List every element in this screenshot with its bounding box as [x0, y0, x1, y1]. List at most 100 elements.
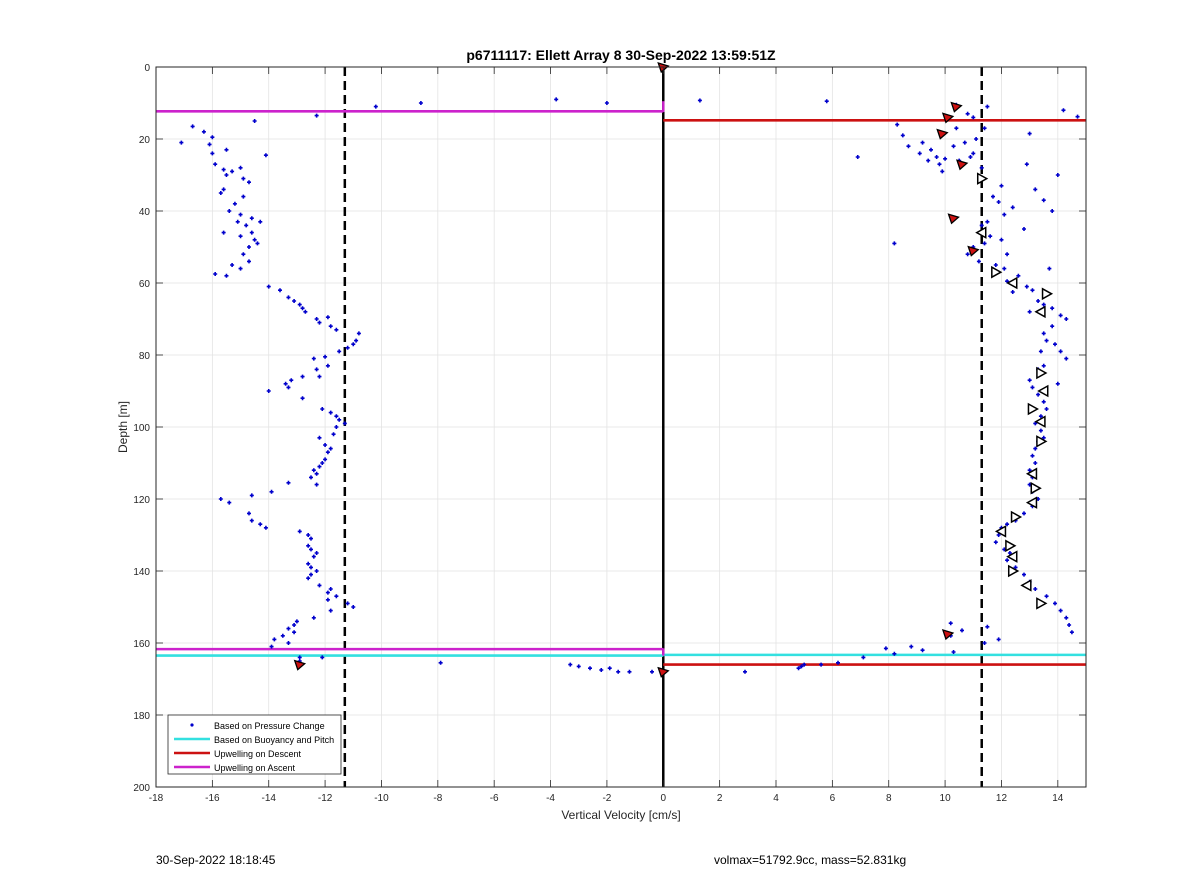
pressure-change-point — [247, 259, 251, 264]
pressure-change-point — [328, 410, 333, 415]
pressure-change-point — [306, 533, 311, 537]
descent-marker — [941, 112, 955, 124]
pressure-change-point — [1027, 309, 1032, 314]
pressure-change-point — [218, 497, 223, 501]
pressure-change-point — [1041, 331, 1046, 336]
pressure-change-point — [210, 151, 215, 156]
pressure-change-point — [1044, 594, 1049, 599]
pressure-change-point — [314, 113, 319, 118]
pressure-change-point — [909, 644, 914, 649]
pressure-change-point — [323, 354, 328, 359]
pressure-change-point — [1064, 317, 1069, 321]
pressure-change-point — [292, 630, 297, 635]
legend-swatch-dot — [190, 723, 194, 727]
pressure-change-point — [943, 156, 948, 161]
pressure-change-point — [221, 187, 226, 192]
pressure-change-point — [230, 169, 235, 174]
pressure-change-point — [238, 266, 243, 271]
footer-float-info: volmax=51792.9cc, mass=52.831kg — [714, 853, 907, 867]
pressure-change-point — [356, 331, 361, 336]
pressure-change-point — [1058, 349, 1063, 354]
pressure-change-point — [258, 522, 263, 527]
pressure-change-point — [1002, 212, 1007, 217]
y-tick-label: 160 — [133, 639, 150, 650]
x-tick-label: 10 — [940, 793, 952, 804]
pressure-change-point — [982, 641, 987, 645]
pressure-change-point — [286, 626, 291, 631]
pressure-change-point — [554, 97, 559, 102]
pressure-change-point — [1022, 511, 1026, 516]
legend-entries: Based on Pressure Change Based on Buoyanc… — [174, 721, 334, 773]
pressure-change-point — [1050, 209, 1055, 213]
x-axis-label: Vertical Velocity [cm/s] — [561, 808, 680, 822]
pressure-change-point — [309, 565, 313, 570]
pressure-change-point — [320, 461, 325, 465]
x-tick-label: 0 — [660, 793, 666, 804]
pressure-change-point — [1007, 551, 1012, 555]
pressure-change-point — [976, 259, 981, 264]
pressure-change-point — [269, 489, 274, 494]
pressure-change-point — [320, 655, 325, 660]
pressure-change-point — [201, 129, 206, 134]
y-tick-label: 20 — [139, 135, 151, 146]
pressure-change-point — [1010, 205, 1015, 210]
pressure-change-point — [325, 590, 330, 595]
pressure-change-point — [979, 165, 984, 170]
pressure-change-point — [249, 518, 254, 523]
y-tick-label: 60 — [139, 279, 151, 290]
pressure-change-point — [300, 374, 305, 379]
pressure-change-point — [892, 651, 897, 656]
pressure-change-point — [311, 615, 316, 620]
footer-timestamp: 30-Sep-2022 18:18:45 — [156, 853, 276, 867]
pressure-change-point — [824, 99, 829, 104]
pressure-change-point — [247, 245, 251, 249]
glide-markers — [293, 62, 1054, 678]
legend-label: Upwelling on Descent — [214, 749, 302, 759]
pressure-change-point — [1047, 266, 1052, 271]
legend: Based on Pressure Change Based on Buoyanc… — [167, 714, 342, 775]
x-tick-label: 4 — [773, 793, 779, 804]
ascent-marker — [976, 172, 989, 185]
pressure-change-point — [954, 126, 959, 131]
pressure-change-point — [345, 345, 350, 350]
pressure-change-point — [314, 367, 319, 372]
pressure-change-point — [962, 140, 967, 145]
pressure-change-point — [263, 153, 268, 158]
pressure-change-point — [190, 124, 195, 129]
pressure-change-point — [892, 241, 897, 246]
descent-marker — [950, 101, 963, 113]
pressure-change-point — [238, 212, 243, 217]
x-tick-label: 6 — [830, 793, 836, 804]
pressure-change-point — [951, 144, 956, 149]
pressure-change-point — [1024, 162, 1029, 167]
pressure-change-point — [906, 144, 911, 149]
pressure-change-point — [297, 655, 302, 660]
pressure-change-point — [1033, 446, 1038, 451]
pressure-change-point — [1061, 108, 1066, 113]
pressure-change-point — [235, 219, 240, 224]
pressure-change-point — [325, 315, 330, 320]
pressure-change-point — [266, 389, 271, 393]
pressure-change-point — [325, 597, 330, 602]
pressure-change-point — [1041, 435, 1046, 440]
pressure-change-point — [221, 230, 226, 235]
pressure-change-point — [249, 216, 254, 221]
pressure-change-point — [331, 432, 336, 437]
ascent-marker — [1036, 597, 1048, 610]
y-tick-label: 180 — [133, 711, 150, 722]
pressure-change-point — [974, 137, 979, 141]
descent-marker — [947, 213, 960, 225]
pressure-change-point — [247, 511, 251, 516]
pressure-change-point — [241, 176, 246, 181]
pressure-change-point — [1033, 461, 1038, 465]
pressure-change-point — [920, 140, 925, 145]
pressure-change-point — [948, 621, 953, 626]
pressure-change-point — [314, 551, 319, 555]
pressure-change-point — [224, 147, 229, 152]
pressure-change-point — [300, 396, 305, 401]
pressure-change-point — [1005, 522, 1010, 527]
pressure-change-point — [351, 342, 356, 347]
pressure-change-point — [244, 223, 249, 228]
pressure-change-point — [1041, 302, 1046, 307]
pressure-change-point — [238, 165, 243, 170]
